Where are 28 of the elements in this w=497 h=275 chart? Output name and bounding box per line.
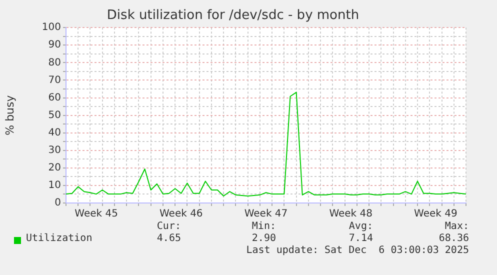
text: Max: [444,221,469,232]
y-tick-label: 10 [48,180,61,192]
x-tick-label: Week 45 [74,208,118,220]
y-tick-label: 0 [54,198,61,209]
x-tick-label: Week 47 [244,208,288,220]
text: 68.36 [438,233,469,244]
text: Avg: [348,221,373,232]
text: 4.65 [156,233,181,244]
text: Min: [252,221,276,232]
text: Last update: Sat Dec 6 03:00:03 2025 [246,245,469,256]
legend-label: Utilization [26,233,92,244]
x-tick-label: Week 48 [329,208,373,220]
text: 2.90 [252,233,276,244]
y-tick-label: 40 [48,127,61,138]
y-tick-label: 30 [48,144,61,156]
y-tick-label: 50 [48,110,61,121]
chart-title: Disk utilization for /dev/sdc - by month [106,8,360,24]
y-axis-title: % busy [3,94,16,136]
x-tick-label: Week 49 [414,208,458,220]
text: Cur: [156,221,181,232]
y-tick-label: 70 [48,74,61,86]
y-tick-label: 20 [48,162,61,174]
x-tick-label: Week 46 [159,208,203,220]
y-tick-label: 90 [48,40,61,51]
y-tick-label: 100 [42,22,61,34]
y-tick-label: 60 [48,92,61,104]
text: 7.14 [348,233,373,244]
y-tick-label: 80 [48,57,61,68]
